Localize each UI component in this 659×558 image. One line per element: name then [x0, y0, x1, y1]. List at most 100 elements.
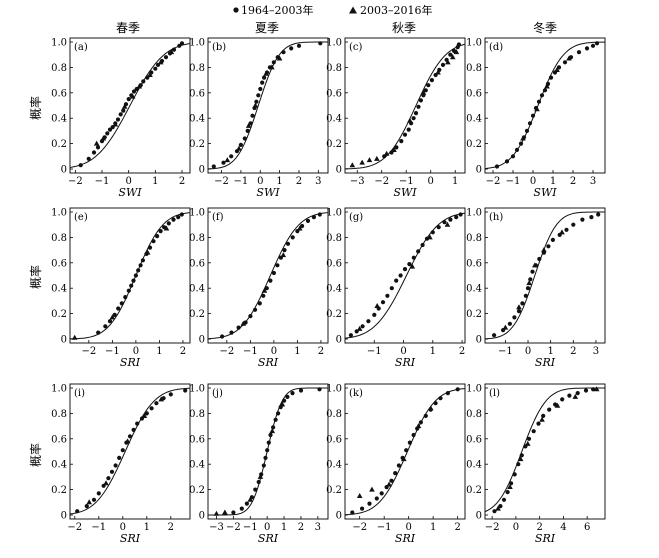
data-point-triangle: [435, 69, 441, 75]
data-point-circle: [151, 239, 156, 244]
data-point-circle: [507, 321, 512, 326]
y-tick-label: 0.4: [51, 284, 67, 295]
data-point-circle: [429, 78, 434, 83]
data-point-circle: [171, 217, 176, 222]
data-point-circle: [594, 41, 600, 46]
data-point-triangle: [495, 505, 501, 511]
x-tick-label: 1: [547, 346, 553, 357]
x-axis-label: SRI: [535, 356, 556, 369]
x-tick-label: 1: [294, 346, 300, 357]
y-tick-label: 0.2: [51, 485, 67, 496]
x-tick-label: 0: [530, 176, 536, 187]
data-point-circle: [119, 301, 124, 306]
y-tick-label: 1.0: [466, 384, 482, 395]
data-point-circle: [504, 159, 510, 164]
data-point-circle: [590, 43, 596, 48]
x-tick-label: 2: [454, 522, 460, 533]
panel-label: (g): [349, 212, 363, 223]
data-point-circle: [367, 501, 372, 506]
x-tick-label: 0: [133, 346, 139, 357]
plot-frame: [207, 207, 329, 344]
x-tick-label: 0: [125, 176, 131, 187]
data-point-triangle: [263, 70, 269, 76]
data-point-circle: [305, 218, 311, 223]
data-point-circle: [501, 497, 507, 502]
data-point-circle: [423, 88, 428, 93]
x-tick-label: 3: [315, 522, 321, 533]
x-tick-label: 1: [152, 176, 158, 187]
data-point-circle: [271, 425, 276, 430]
y-tick-label: 0.2: [326, 309, 342, 320]
data-point-triangle: [520, 135, 526, 141]
data-point-circle: [560, 397, 565, 402]
data-point-circle: [492, 333, 497, 338]
data-point-circle: [448, 52, 453, 57]
y-tick-label: 0.6: [189, 88, 205, 99]
y-tick-label: 0.6: [326, 88, 342, 99]
data-point-circle: [399, 139, 404, 144]
data-point-circle: [147, 245, 153, 250]
data-point-circle: [520, 301, 525, 306]
y-tick-label: 0.4: [326, 114, 342, 125]
plot-frame: [484, 37, 606, 174]
data-point-triangle: [109, 314, 116, 320]
data-point-triangle: [168, 49, 175, 55]
y-tick-label: 1.0: [189, 384, 205, 395]
data-point-triangle: [236, 145, 242, 151]
x-axis-label: SRI: [535, 532, 556, 545]
x-tick-label: 2: [298, 522, 304, 533]
data-point-circle: [115, 117, 121, 122]
y-tick-label: 1.0: [326, 384, 342, 395]
data-point-circle: [407, 262, 412, 267]
panel-g: 0 0.2 0.4 0.6 0.8 1.0 −1 0 1 2 SRI (g): [326, 208, 466, 369]
x-tick-label: 2: [318, 346, 324, 357]
fitted-cdf-curve: [344, 43, 466, 170]
y-tick-label: 0.4: [466, 284, 482, 295]
plot-frame: [344, 37, 466, 174]
data-point-circle: [113, 463, 118, 468]
x-tick-label: 0: [405, 522, 411, 533]
data-point-circle: [84, 504, 89, 509]
y-tick-label: 1.0: [51, 384, 67, 395]
data-point-circle: [418, 98, 423, 103]
data-point-circle: [525, 286, 531, 291]
data-point-circle: [268, 278, 273, 283]
data-point-triangle: [391, 146, 397, 152]
data-point-circle: [106, 476, 111, 481]
data-point-circle: [282, 398, 287, 403]
y-tick-label: 0.4: [466, 114, 482, 125]
legend-marker-circle: [233, 7, 239, 13]
season-title-winter: 冬季: [533, 20, 557, 35]
data-point-triangle: [280, 252, 287, 258]
data-point-circle: [118, 112, 123, 117]
data-point-circle: [231, 510, 236, 515]
data-point-circle: [133, 273, 138, 278]
data-point-triangle: [158, 396, 164, 402]
x-tick-label: −1: [91, 522, 106, 533]
data-point-circle: [257, 301, 262, 306]
data-point-circle: [526, 436, 532, 441]
x-tick-label: 2: [179, 176, 185, 187]
data-point-circle: [268, 432, 273, 438]
y-tick-label: 0.2: [189, 139, 205, 150]
x-tick-label: −1: [506, 176, 521, 187]
data-point-circle: [91, 150, 97, 155]
data-point-triangle: [572, 393, 579, 399]
data-point-triangle: [383, 150, 390, 156]
data-point-circle: [289, 46, 294, 51]
data-point-circle: [131, 427, 136, 432]
data-point-circle: [265, 448, 270, 453]
x-tick-label: 1: [156, 346, 162, 357]
data-point-circle: [418, 420, 423, 425]
x-axis-label: SRI: [395, 356, 416, 369]
data-point-circle: [127, 434, 133, 439]
x-tick-label: −2: [226, 522, 241, 533]
data-point-circle: [455, 387, 460, 392]
data-point-triangle: [534, 106, 540, 112]
y-tick-label: 0.2: [189, 485, 205, 496]
data-point-circle: [548, 75, 554, 80]
y-tick-label: 0.6: [189, 434, 205, 445]
data-point-circle: [300, 223, 305, 229]
panel-c: 0 0.2 0.4 0.6 0.8 1.0 −3 −2 −1 0 1 SWI (c): [326, 37, 466, 199]
x-tick-label: −1: [243, 346, 258, 357]
